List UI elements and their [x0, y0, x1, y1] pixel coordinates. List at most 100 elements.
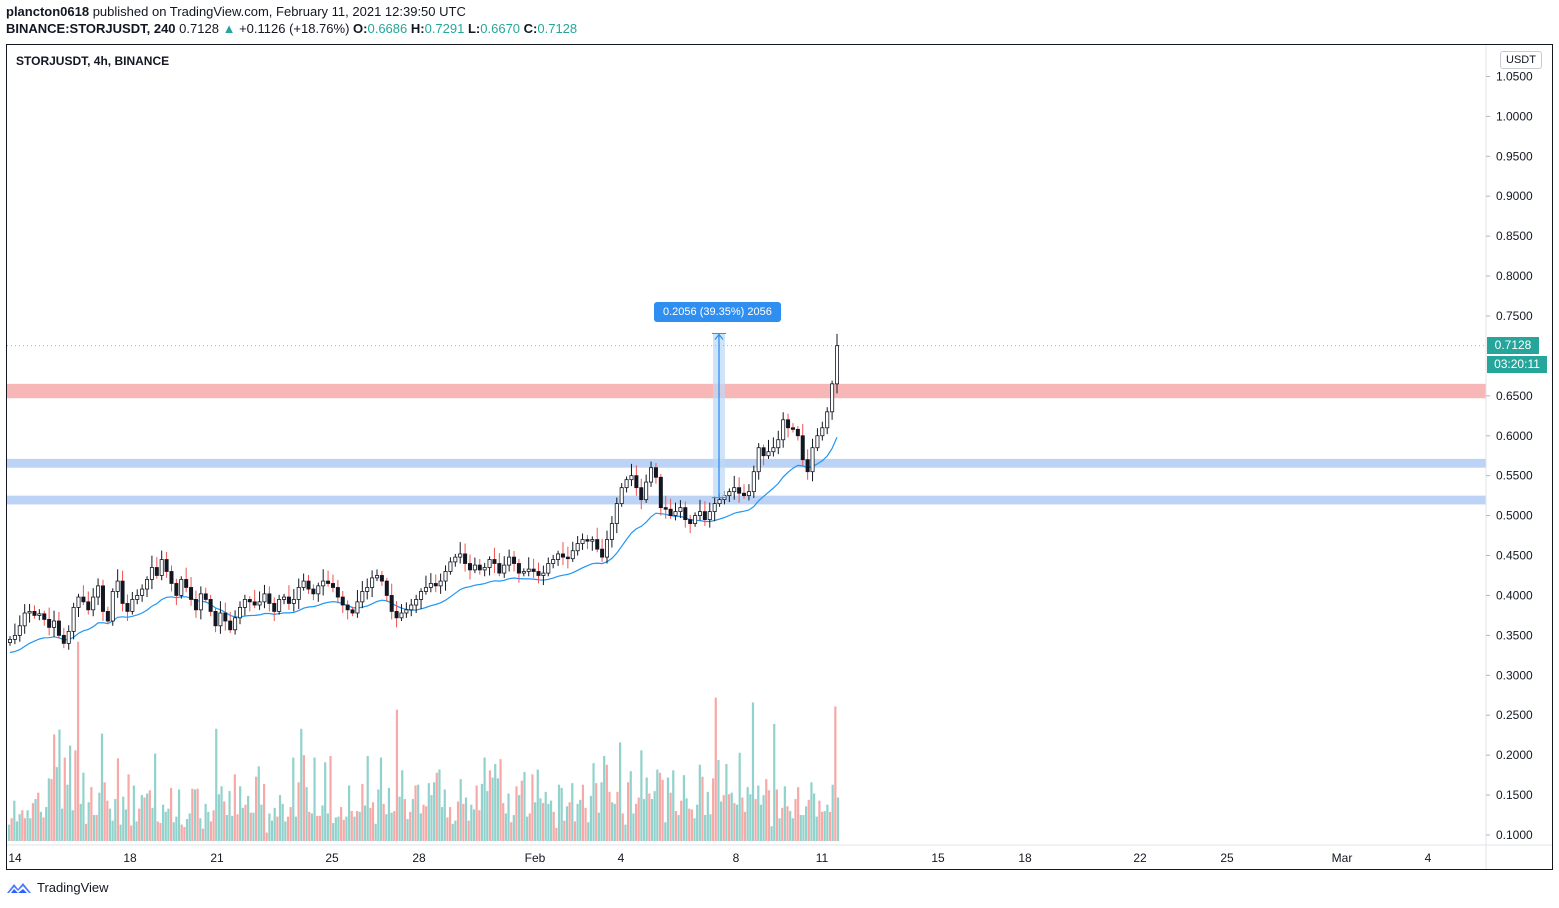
volume-bar	[781, 807, 784, 841]
volume-bar	[496, 778, 499, 841]
volume-bar	[462, 803, 465, 841]
candle-body	[291, 599, 296, 604]
volume-bar	[464, 797, 468, 841]
candle-body	[335, 587, 340, 598]
candle-body	[100, 585, 105, 612]
volume-bar	[199, 818, 202, 841]
volume-bar	[584, 807, 587, 841]
volume-bar	[661, 779, 664, 841]
volume-bar	[310, 813, 314, 841]
volume-bar	[807, 799, 810, 841]
volume-bar	[494, 763, 497, 841]
volume-bar	[281, 803, 284, 841]
candle-body	[521, 571, 526, 574]
candle-body	[145, 579, 150, 590]
volume-bar	[132, 785, 135, 841]
candle-body	[198, 593, 203, 611]
volume-bar	[366, 755, 369, 841]
volume-bar	[116, 758, 120, 841]
volume-bar	[757, 785, 760, 841]
candle-body	[262, 593, 267, 603]
moving-average-line	[9, 437, 838, 654]
volume-bar	[603, 755, 606, 841]
price-tick-label: 0.1500	[1496, 788, 1533, 802]
volume-bar	[810, 782, 813, 841]
volume-bar	[414, 785, 417, 841]
volume-bar	[770, 826, 773, 841]
volume-bar	[302, 755, 306, 841]
candle-body	[565, 556, 570, 560]
brand-name: TradingView	[37, 880, 109, 895]
candle-body	[673, 511, 678, 517]
publisher-name[interactable]: plancton0618	[6, 4, 90, 19]
currency-button[interactable]: USDT	[1500, 51, 1542, 69]
volume-bar	[185, 819, 189, 841]
tradingview-brand[interactable]: TradingView	[6, 880, 109, 895]
volume-bar	[260, 804, 263, 841]
volume-bar	[401, 770, 404, 841]
price-tick-label: 0.6500	[1496, 389, 1533, 403]
open-label: O:	[353, 21, 368, 36]
volume-bar	[472, 809, 476, 841]
volume-bar	[459, 779, 462, 841]
candle-body	[683, 507, 688, 520]
volume-bar	[526, 816, 529, 841]
candle-body	[453, 556, 458, 563]
price-tick-label: 0.5500	[1496, 469, 1533, 483]
zone-support-lower	[7, 495, 1486, 505]
volume-bar	[284, 821, 287, 841]
candle-body	[32, 611, 37, 616]
volume-bar	[92, 815, 96, 841]
price-tick-label: 0.4500	[1496, 549, 1533, 563]
volume-bar	[539, 798, 542, 841]
volume-bar	[749, 794, 752, 841]
candle-body	[360, 591, 365, 603]
volume-bar	[581, 784, 585, 841]
volume-bar	[778, 818, 781, 841]
volume-bar	[321, 805, 324, 841]
volume-bar	[286, 816, 290, 841]
candle-body	[477, 564, 482, 571]
candle-body	[379, 575, 384, 582]
candle-body	[649, 467, 654, 483]
price-tick-label: 0.8500	[1496, 229, 1533, 243]
volume-bar	[127, 774, 130, 841]
volume-bar	[735, 804, 739, 841]
volume-bar	[278, 795, 282, 841]
volume-bar	[616, 791, 619, 841]
last-value: 0.7128	[179, 21, 219, 36]
volume-bar	[398, 796, 401, 841]
time-tick-label: 25	[325, 851, 339, 865]
candle-body	[282, 596, 287, 600]
volume-bar	[45, 807, 48, 841]
candle-body	[697, 511, 702, 517]
volume-bar	[475, 785, 478, 841]
volume-bar	[592, 763, 595, 841]
volume-bar	[342, 819, 345, 841]
volume-bar	[773, 724, 776, 841]
timeframe: 240	[153, 21, 176, 36]
volume-bar	[411, 799, 414, 841]
time-tick-label: 11	[816, 851, 829, 865]
volume-bar	[656, 769, 659, 841]
volume-bar	[355, 811, 359, 841]
volume-bar	[528, 813, 531, 841]
volume-bar	[560, 787, 563, 841]
volume-bar	[440, 807, 444, 841]
volume-bar	[175, 816, 178, 841]
volume-bar	[523, 771, 526, 841]
candle-body	[306, 580, 311, 590]
volume-bar	[430, 795, 433, 841]
volume-bar	[385, 814, 388, 841]
volume-bar	[425, 806, 428, 841]
volume-bar	[812, 793, 816, 841]
measure-info-label: 0.2056 (39.35%) 2056	[654, 302, 781, 323]
publish-info: plancton0618 published on TradingView.co…	[6, 4, 466, 19]
low-value: 0.6670	[480, 21, 521, 36]
volume-bar	[337, 816, 340, 841]
volume-bar	[595, 783, 598, 841]
close-value: 0.7128	[537, 21, 578, 36]
candle-body	[267, 593, 272, 604]
volume-bar	[164, 811, 167, 841]
